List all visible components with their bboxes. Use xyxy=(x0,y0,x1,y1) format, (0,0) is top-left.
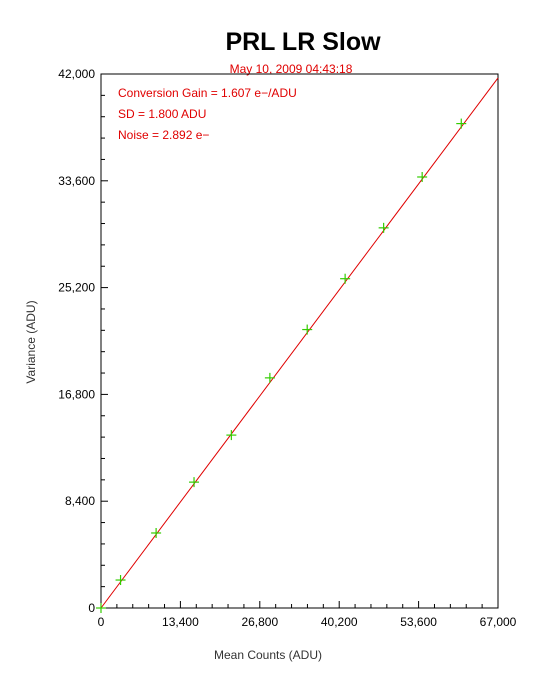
data-point xyxy=(417,171,428,182)
data-point xyxy=(189,477,200,488)
chart-title: PRL LR Slow xyxy=(225,28,381,56)
data-point xyxy=(264,372,275,383)
y-tick-labels: 0 8,400 16,800 25,200 33,600 42,000 xyxy=(58,67,95,615)
y-tick-label: 0 xyxy=(88,601,95,615)
y-tick-label: 16,800 xyxy=(58,387,95,401)
annotation-conversion-gain: Conversion Gain = 1.607 e−/ADU xyxy=(118,86,297,100)
data-point xyxy=(378,222,389,233)
annotation-noise: Noise = 2.892 e− xyxy=(118,128,209,142)
data-point xyxy=(456,118,467,129)
plot-area-frame xyxy=(100,73,499,609)
x-tick-label: 40,200 xyxy=(321,615,358,629)
fit-line xyxy=(100,77,499,609)
x-tick-label: 26,800 xyxy=(241,615,278,629)
y-tick-label: 25,200 xyxy=(58,281,95,295)
x-tick-label: 13,400 xyxy=(162,615,199,629)
x-tick-label: 67,000 xyxy=(480,615,517,629)
x-tick-label: 53,600 xyxy=(400,615,437,629)
data-point xyxy=(115,575,126,586)
x-tick-label: 0 xyxy=(98,615,105,629)
axis-ticks xyxy=(100,73,499,609)
y-tick-label: 8,400 xyxy=(65,494,95,508)
chart-subtitle: May 10, 2009 04:43:18 xyxy=(230,62,353,76)
x-tick-labels: 0 13,400 26,800 40,200 53,600 67,000 xyxy=(98,615,517,629)
fit-annotations: Conversion Gain = 1.607 e−/ADU SD = 1.80… xyxy=(118,86,297,142)
x-axis-label: Mean Counts (ADU) xyxy=(214,648,322,662)
y-tick-label: 42,000 xyxy=(58,67,95,81)
data-point xyxy=(302,324,313,335)
data-point xyxy=(340,273,351,284)
y-axis-label: Variance (ADU) xyxy=(24,300,38,383)
data-point xyxy=(96,603,106,613)
data-point xyxy=(226,430,237,441)
y-tick-label: 33,600 xyxy=(58,174,95,188)
annotation-sd: SD = 1.800 ADU xyxy=(118,107,206,121)
data-point xyxy=(151,527,162,538)
data-points xyxy=(96,118,467,613)
